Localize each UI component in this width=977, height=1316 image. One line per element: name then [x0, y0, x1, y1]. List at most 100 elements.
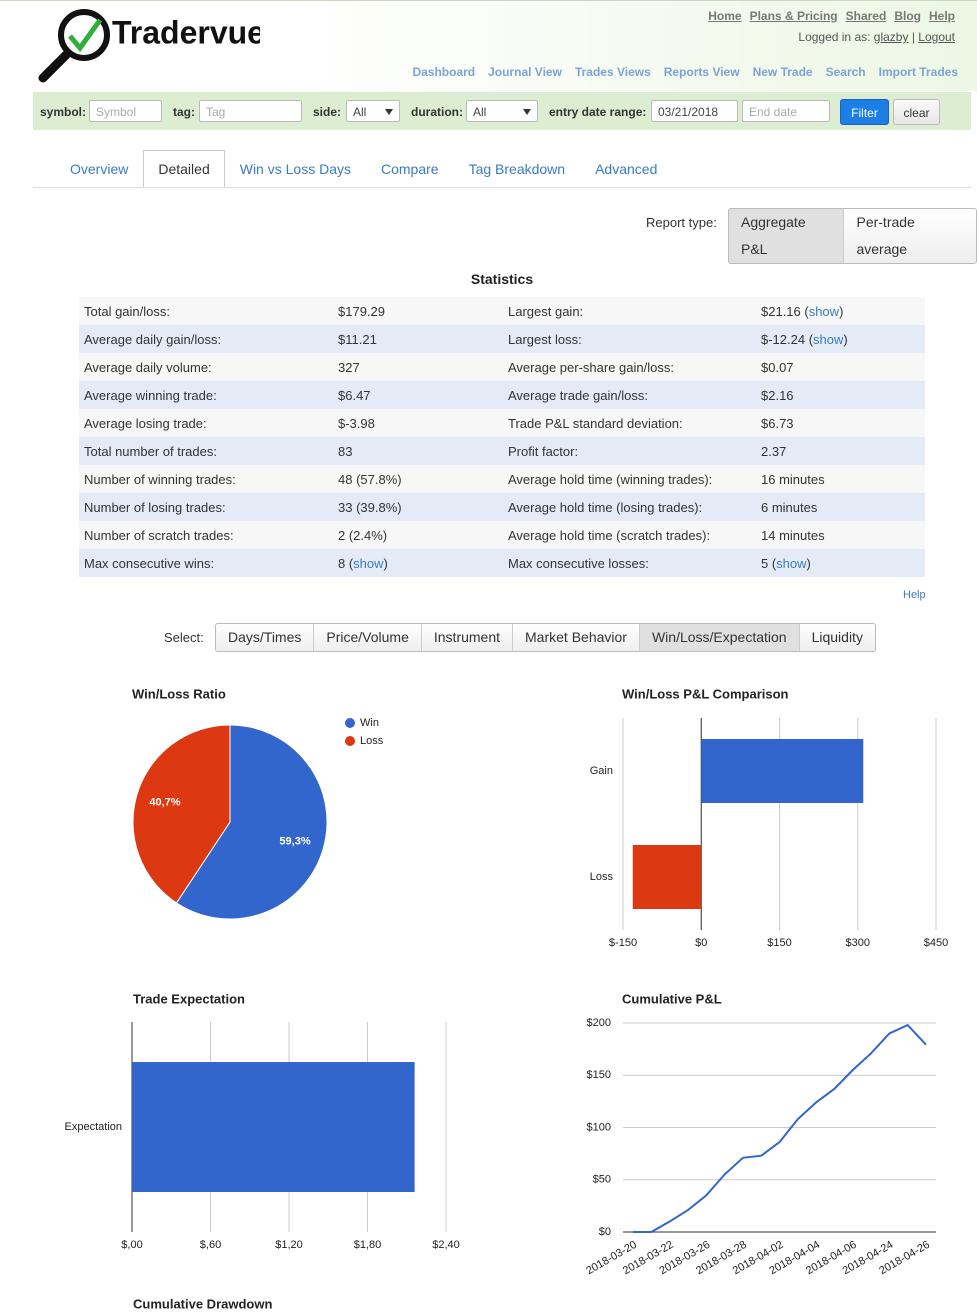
cell-text: $21.16 (: [761, 304, 809, 319]
tab[interactable]: Compare: [380, 161, 439, 177]
logout-link[interactable]: Logout: [918, 30, 955, 44]
top-link[interactable]: Plans & Pricing: [749, 9, 838, 23]
y-tick-label: $150: [587, 1069, 611, 1081]
select-option[interactable]: Price/Volume: [313, 624, 421, 651]
stats-cell: 14 minutes: [761, 528, 825, 543]
stats-cell: Number of winning trades:: [84, 472, 236, 487]
stats-cell: $-12.24 (show): [761, 332, 848, 347]
legend-swatch: [345, 736, 355, 746]
cell-text: 8 (: [338, 556, 354, 571]
cell-text: ): [806, 556, 811, 571]
x-tick-label: $1,20: [275, 1239, 303, 1251]
report-type-option[interactable]: Aggregate P&L: [729, 209, 844, 263]
report-type-option[interactable]: Per-trade average: [843, 209, 976, 263]
stats-row: Total number of trades: 83 Profit factor: 2…: [79, 437, 925, 465]
stats-cell: Total gain/loss:: [84, 304, 170, 319]
stats-cell: 33 (39.8%): [338, 500, 402, 515]
show-link[interactable]: show: [353, 556, 384, 571]
tab[interactable]: Overview: [70, 161, 129, 177]
chart-title: Win/Loss P&L Comparison: [622, 686, 789, 701]
show-link[interactable]: show: [808, 304, 840, 319]
filter-button[interactable]: Filter: [840, 99, 889, 125]
stats-cell: $6.73: [761, 416, 794, 431]
tag-input[interactable]: Tag: [199, 100, 302, 122]
top-link[interactable]: Shared: [845, 9, 887, 23]
x-tick-label: $450: [924, 937, 948, 949]
x-tick-label: $,60: [200, 1239, 221, 1251]
nav-link[interactable]: New Trade: [752, 65, 813, 79]
stats-cell: Average losing trade:: [84, 416, 207, 431]
select-option[interactable]: Win/Loss/Expectation: [638, 624, 799, 651]
bar: [701, 739, 864, 803]
legend-label: Loss: [360, 735, 384, 747]
help-link[interactable]: Help: [903, 589, 926, 601]
stats-row: Average losing trade: $-3.98 Trade P&L sta…: [79, 409, 925, 437]
tab[interactable]: Detailed: [143, 150, 225, 187]
x-tick-label: $300: [846, 937, 870, 949]
x-tick-label: $,00: [121, 1239, 142, 1251]
report-type-label: Report type:: [646, 215, 717, 230]
select-option[interactable]: Liquidity: [798, 624, 875, 651]
tabs: Overview Detailed Win vs Loss Days Compare T…: [55, 150, 672, 187]
bar: [132, 1062, 415, 1192]
start-date-input[interactable]: 03/21/2018: [651, 100, 738, 122]
nav-link[interactable]: Dashboard: [412, 65, 476, 79]
stats-row: Number of losing trades: 33 (39.8%) Averag…: [79, 493, 925, 521]
y-tick-label: $50: [593, 1174, 611, 1186]
duration-select[interactable]: All: [466, 100, 538, 122]
stats-cell: Average hold time (scratch trades):: [508, 528, 711, 543]
show-link[interactable]: show: [813, 332, 844, 347]
top-link[interactable]: Home: [708, 9, 742, 23]
stats-cell: $11.21: [338, 332, 377, 347]
nav-link[interactable]: Journal View: [488, 65, 562, 79]
stats-cell: Number of scratch trades:: [84, 528, 234, 543]
nav-link[interactable]: Trades Views: [574, 65, 651, 79]
chart-title: Win/Loss Ratio: [132, 686, 226, 701]
chart-title: Trade Expectation: [133, 991, 245, 1006]
clear-button[interactable]: clear: [893, 99, 940, 125]
stats-cell: Profit factor:: [508, 444, 579, 459]
top-link[interactable]: Blog: [894, 9, 921, 23]
filter-label: duration:: [411, 105, 463, 119]
y-tick-label: Expectation: [65, 1121, 122, 1133]
stats-cell: Average winning trade:: [84, 388, 217, 403]
x-tick-label: $0: [695, 937, 707, 949]
select-label: Select:: [164, 630, 204, 645]
select-option[interactable]: Instrument: [420, 624, 513, 651]
symbol-input[interactable]: Symbol: [89, 100, 162, 122]
cell-text: 5 (: [761, 556, 777, 571]
nav-link[interactable]: Reports View: [663, 65, 740, 79]
bar: [632, 845, 702, 909]
nav-link[interactable]: Import Trades: [878, 65, 958, 79]
drawdown-title: Cumulative Drawdown: [133, 1296, 272, 1311]
stats-cell: 6 minutes: [761, 500, 818, 515]
top-link[interactable]: Help: [928, 9, 955, 23]
tab[interactable]: Advanced: [595, 161, 658, 177]
line: [633, 1023, 927, 1233]
stats-cell: 2.37: [761, 444, 787, 459]
stats-cell: Max consecutive losses:: [508, 556, 649, 571]
stats-cell: Average trade gain/loss:: [508, 388, 648, 403]
pie-slice: [132, 724, 231, 904]
user-link[interactable]: glazby: [873, 30, 909, 44]
y-tick-label: Gain: [590, 765, 613, 777]
stats-cell: 16 minutes: [761, 472, 825, 487]
show-link[interactable]: show: [776, 556, 807, 571]
brand: Tradervue: [112, 14, 260, 50]
end-date-input[interactable]: End date: [742, 100, 830, 122]
select-option[interactable]: Days/Times: [216, 624, 314, 651]
nav-link[interactable]: Search: [825, 65, 866, 79]
stats-row: Average winning trade: $6.47 Average trade…: [79, 381, 925, 409]
stats-title: Statistics: [470, 271, 534, 287]
stats-cell: $179.29: [338, 304, 385, 319]
stats-cell: Average hold time (winning trades):: [508, 472, 713, 487]
stats-cell: Total number of trades:: [84, 444, 217, 459]
select-option[interactable]: Market Behavior: [512, 624, 639, 651]
stats-cell: $0.07: [761, 360, 794, 375]
tab[interactable]: Win vs Loss Days: [239, 161, 351, 177]
stats-cell: $6.47: [338, 388, 371, 403]
stats-cell: Max consecutive wins:: [84, 556, 215, 571]
tab[interactable]: Tag Breakdown: [468, 161, 566, 177]
side-select[interactable]: All: [346, 100, 400, 122]
